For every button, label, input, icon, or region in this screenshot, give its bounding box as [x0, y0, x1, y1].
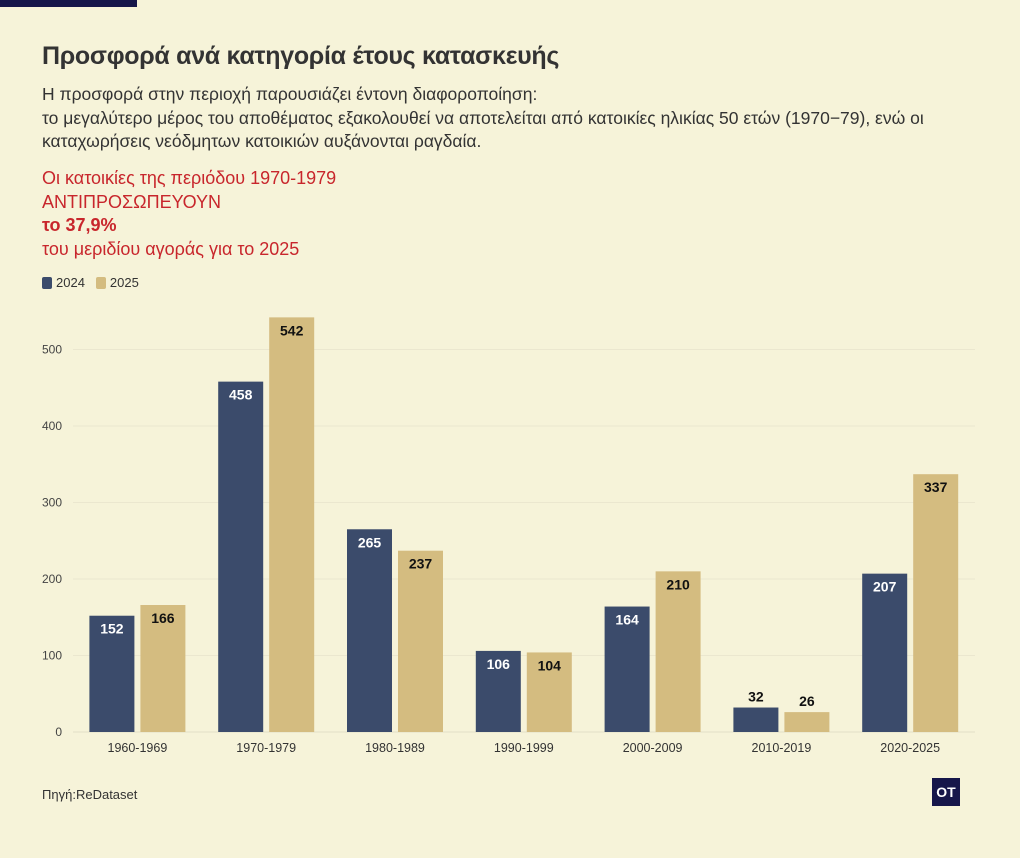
x-tick-label: 2000-2009 [623, 741, 683, 755]
data-label: 164 [615, 612, 639, 628]
highlight-line-2: ΑΝΤΙΠΡΟΣΩΠΕΥΟΥΝ [42, 191, 222, 212]
legend-swatch-2024 [42, 276, 52, 289]
subtitle-line-3: καταχωρήσεις νεόδμητων κατοικιών αυξάνον… [42, 131, 482, 151]
data-label: 26 [799, 693, 815, 709]
data-label: 166 [151, 610, 175, 626]
bar-2025 [655, 571, 701, 732]
chart-title: Προσφορά ανά κατηγορία έτους κατασκευής [42, 42, 560, 70]
legend-label-2025: 2025 [109, 275, 139, 290]
y-tick-label: 100 [42, 649, 62, 663]
data-label: 210 [666, 576, 690, 592]
highlight-percentage: το 37,9% [42, 215, 117, 235]
legend-item-2025[interactable]: 2025 [95, 275, 139, 290]
data-label: 104 [538, 657, 562, 673]
chart-subtitle: Η προσφορά στην περιοχή παρουσιάζει έντο… [42, 83, 982, 154]
bar-2024 [604, 606, 650, 732]
x-tick-label: 1990-1999 [494, 741, 554, 755]
x-tick-label: 1960-1969 [108, 741, 168, 755]
data-label: 106 [487, 656, 511, 672]
bar-2024 [89, 615, 135, 732]
highlight-note: Οι κατοικίες της περιόδου 1970-1979 ΑΝΤΙ… [42, 167, 336, 261]
data-label: 207 [873, 579, 897, 595]
brand-logo: OT [932, 778, 960, 806]
bar-2025 [398, 550, 443, 732]
data-label: 458 [229, 387, 253, 403]
bar-2024 [862, 573, 908, 732]
highlight-line-1: Οι κατοικίες της περιόδου 1970-1979 [42, 168, 337, 188]
brand-strip [0, 0, 137, 7]
data-label: 265 [358, 534, 382, 550]
legend-item-2024[interactable]: 2024 [42, 275, 85, 290]
bar-chart: 0 100 200 300 400 500 152 166 1960-1969 458 542 197… [42, 317, 975, 755]
legend-swatch-2025 [95, 276, 106, 289]
bar-2024 [218, 381, 264, 732]
source-note: Πηγή:ReDataset [42, 787, 138, 802]
chart-legend: 2024 2025 [42, 275, 150, 290]
y-tick-label: 200 [42, 572, 62, 586]
y-tick-label: 400 [42, 419, 62, 433]
bar-2025 [140, 605, 186, 732]
y-tick-label: 300 [42, 496, 62, 510]
bar-2025 [526, 652, 572, 732]
data-label: 237 [409, 556, 433, 572]
x-tick-label: 1980-1989 [365, 741, 425, 755]
x-tick-label: 2010-2019 [752, 741, 812, 755]
data-label: 152 [100, 621, 124, 637]
subtitle-line-1: Η προσφορά στην περιοχή παρουσιάζει έντο… [42, 84, 538, 104]
y-tick-label: 0 [55, 725, 62, 739]
bar-2024 [475, 650, 521, 732]
y-tick-label: 500 [42, 343, 62, 357]
data-label: 337 [924, 479, 948, 495]
data-label: 32 [748, 689, 764, 705]
bar-2024 [347, 529, 392, 732]
bar-2025 [913, 474, 959, 732]
legend-label-2024: 2024 [56, 275, 85, 290]
x-tick-label: 1970-1979 [236, 741, 296, 755]
bar-2024 [733, 707, 779, 732]
x-tick-label: 2020-2025 [880, 741, 940, 755]
highlight-line-4: του μεριδίου αγοράς για το 2025 [42, 238, 300, 259]
bar-2025 [269, 317, 315, 732]
subtitle-line-2: το μεγαλύτερο μέρος του αποθέματος εξακο… [42, 107, 924, 128]
data-label: 542 [280, 322, 304, 338]
bar-2025 [784, 712, 830, 732]
